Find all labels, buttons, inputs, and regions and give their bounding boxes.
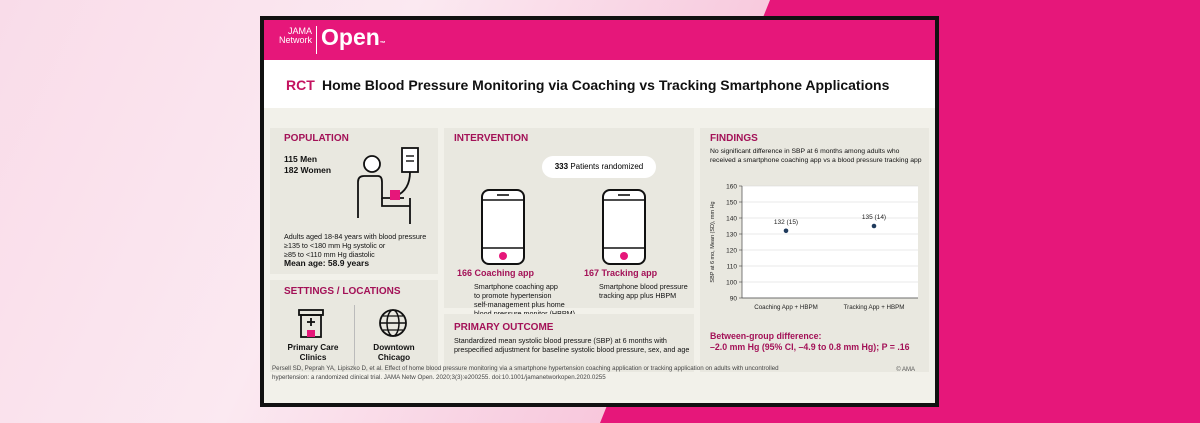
population-women: 182 Women [284, 165, 332, 175]
y-tick-label: 110 [727, 263, 738, 270]
title-bar [264, 60, 935, 108]
y-tick-label: 100 [726, 279, 737, 286]
settings-heading: SETTINGS / LOCATIONS [284, 286, 401, 297]
findings-text: No significant difference in SBP at 6 mo… [710, 148, 922, 164]
arm2-description: Smartphone blood pressure tracking app pl… [599, 282, 688, 300]
copyright: © AMA [896, 367, 915, 373]
y-tick-label: 150 [726, 199, 737, 206]
intervention-heading: INTERVENTION [454, 133, 529, 144]
logo-open: Open™ [321, 24, 386, 50]
patient-bp-icon [357, 147, 419, 224]
settings-divider [354, 305, 355, 365]
primary-outcome-heading: PRIMARY OUTCOME [454, 322, 554, 333]
location-clinics: Primary Care Clinics [287, 343, 339, 362]
x-tick-label: Coaching App + HBPM [754, 304, 817, 311]
y-tick-label: 90 [730, 295, 738, 302]
infographic-card: JAMA Network Open™ RCT Home Blood Pressu… [264, 20, 935, 403]
population-criteria: Adults aged 18-84 years with blood press… [284, 232, 427, 259]
arm2-label: 167 Tracking app [584, 268, 658, 278]
infographic-frame: JAMA Network Open™ RCT Home Blood Pressu… [260, 16, 939, 407]
primary-outcome-panel [444, 314, 694, 372]
y-tick-label: 120 [726, 247, 737, 254]
between-group-label: Between-group difference: [710, 331, 822, 341]
between-group-value: –2.0 mm Hg (95% CI, –4.9 to 0.8 mm Hg); … [710, 342, 910, 352]
tracking-phone-icon [602, 189, 646, 265]
plot-area [742, 186, 918, 298]
citation: Persell SD, Peprah YA, Lipiszko D, et al… [272, 365, 779, 381]
population-heading: POPULATION [284, 133, 349, 144]
data-point [783, 228, 789, 234]
randomized-oval: 333 Patients randomized [542, 156, 656, 178]
x-tick-label: Tracking App + HBPM [844, 304, 905, 311]
location-chicago: Downtown Chicago [373, 343, 415, 362]
study-type-tag: RCT [286, 77, 315, 93]
logo-network: Network [278, 35, 312, 45]
globe-icon [379, 309, 407, 337]
clinic-icon [298, 309, 324, 338]
population-men: 115 Men [284, 154, 318, 164]
arm1-label: 166 Coaching app [457, 268, 535, 278]
y-tick-label: 160 [726, 183, 737, 190]
logo-divider [316, 26, 317, 54]
arm1-description: Smartphone coaching app to promote hypert… [474, 282, 575, 318]
y-axis-label: SBP at 6 mo, Mean (SD), mm Hg [710, 201, 716, 282]
logo-jama: JAMA [287, 26, 312, 36]
jama-network-logo: JAMA Network [272, 27, 312, 45]
brand-bar: JAMA Network Open™ [264, 20, 935, 60]
population-mean-age: Mean age: 58.9 years [284, 258, 370, 268]
data-label: 132 (15) [774, 219, 798, 226]
data-label: 135 (14) [862, 214, 886, 221]
coaching-phone-icon [481, 189, 525, 265]
sbp-chart: 90 100 110 120 130 140 150 160 SBP at 6 mo, Mean… [710, 183, 918, 311]
data-point [871, 223, 877, 229]
y-tick-label: 130 [726, 231, 737, 238]
y-tick-label: 140 [726, 215, 737, 222]
page-title: Home Blood Pressure Monitoring via Coach… [322, 77, 890, 93]
primary-outcome-text: Standardized mean systolic blood pressur… [454, 336, 690, 354]
findings-heading: FINDINGS [710, 133, 758, 144]
